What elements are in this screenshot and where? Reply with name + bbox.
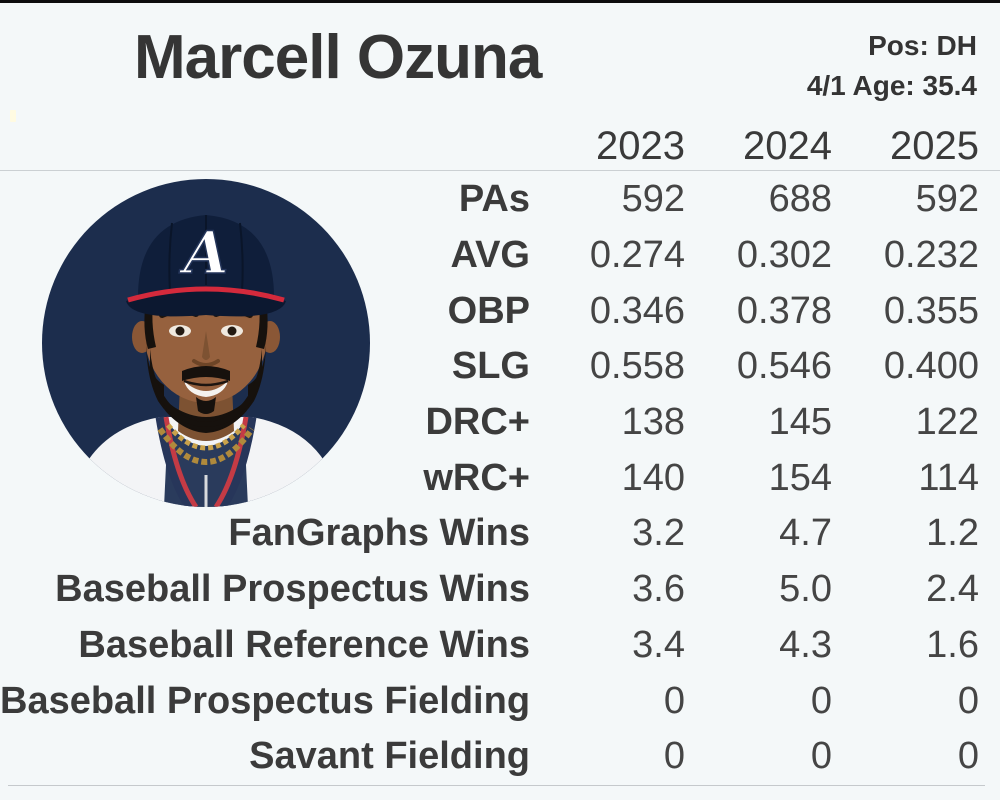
row-label: Baseball Reference Wins <box>78 623 530 666</box>
row-label: Baseball Prospectus Fielding <box>0 679 531 722</box>
year-header-row: 2023 2024 2025 <box>0 122 1000 170</box>
row-value-2024: 4.3 <box>779 623 832 666</box>
row-value-2025: 0 <box>957 735 979 778</box>
row-value-2025: 122 <box>915 401 979 444</box>
row-value-2025: 0.355 <box>883 289 979 332</box>
table-row-bp-wins: Baseball Prospectus Wins 3.6 5.0 2.4 <box>0 562 1000 618</box>
beard <box>146 339 266 433</box>
row-value-2023: 592 <box>621 178 685 221</box>
gold-chain <box>157 423 255 465</box>
header-divider <box>0 170 1000 171</box>
row-value-2024: 0.302 <box>736 234 832 277</box>
age-label: 4/1 Age: 35.4 <box>806 70 977 101</box>
row-label: OBP <box>447 289 530 332</box>
row-value-2024: 5.0 <box>779 568 832 611</box>
table-row-avg: AVG 0.274 0.302 0.232 <box>0 228 1000 284</box>
row-label: Baseball Prospectus Wins <box>55 568 530 611</box>
row-value-2023: 140 <box>621 456 685 499</box>
row-value-2024: 0.546 <box>736 345 832 388</box>
row-value-2023: 3.6 <box>632 568 685 611</box>
row-value-2023: 138 <box>621 401 685 444</box>
row-label: PAs <box>458 178 530 221</box>
row-label: DRC+ <box>425 401 530 444</box>
row-value-2025: 2.4 <box>926 568 979 611</box>
table-row-bbref-wins: Baseball Reference Wins 3.4 4.3 1.6 <box>0 618 1000 674</box>
row-value-2025: 1.6 <box>926 623 979 666</box>
player-headshot-image: A <box>42 179 370 507</box>
table-row-pas: PAs 592 688 592 <box>0 172 1000 228</box>
row-label: Savant Fielding <box>249 735 530 778</box>
footer-divider <box>8 785 985 786</box>
row-value-2025: 1.2 <box>926 512 979 555</box>
row-value-2023: 0.558 <box>589 345 685 388</box>
table-row-fangraphs-wins: FanGraphs Wins 3.2 4.7 1.2 <box>0 506 1000 562</box>
row-label: wRC+ <box>423 456 530 499</box>
year-header-2024: 2024 <box>743 123 832 168</box>
row-value-2023: 0.274 <box>589 234 685 277</box>
table-row-bp-fielding: Baseball Prospectus Fielding 0 0 0 <box>0 673 1000 729</box>
braves-a-logo-icon: A <box>178 219 228 287</box>
row-value-2023: 0.346 <box>589 289 685 332</box>
table-row-drc: DRC+ 138 145 122 <box>0 395 1000 451</box>
row-value-2024: 4.7 <box>779 512 832 555</box>
row-label: SLG <box>451 345 530 388</box>
top-border <box>0 0 1000 3</box>
row-value-2023: 3.4 <box>632 623 685 666</box>
row-value-2023: 0 <box>663 679 685 722</box>
row-value-2025: 0.400 <box>883 345 979 388</box>
row-value-2025: 0 <box>957 679 979 722</box>
table-row-obp: OBP 0.346 0.378 0.355 <box>0 283 1000 339</box>
player-meta: Pos: DH 4/1 Age: 35.4 <box>807 26 977 106</box>
stats-table: PAs 592 688 592 AVG 0.274 0.302 0.232 OB… <box>0 172 1000 785</box>
row-value-2024: 0.378 <box>736 289 832 332</box>
row-label: AVG <box>450 234 530 277</box>
row-value-2023: 0 <box>663 735 685 778</box>
page-title: Marcell Ozuna <box>134 23 542 92</box>
position-label: Pos: DH <box>868 30 977 61</box>
row-value-2024: 154 <box>768 456 832 499</box>
year-header-2023: 2023 <box>596 123 685 168</box>
braves-cap-icon: A <box>126 215 286 317</box>
stray-mark <box>10 110 16 122</box>
row-label: FanGraphs Wins <box>228 512 530 555</box>
row-value-2024: 145 <box>768 401 832 444</box>
table-row-slg: SLG 0.558 0.546 0.400 <box>0 339 1000 395</box>
row-value-2025: 592 <box>915 178 979 221</box>
table-row-savant-fielding: Savant Fielding 0 0 0 <box>0 729 1000 785</box>
row-value-2025: 0.232 <box>883 234 979 277</box>
row-value-2024: 0 <box>810 679 832 722</box>
row-value-2024: 0 <box>810 735 832 778</box>
table-row-wrc: wRC+ 140 154 114 <box>0 450 1000 506</box>
row-value-2024: 688 <box>768 178 832 221</box>
year-header-2025: 2025 <box>890 123 979 168</box>
row-value-2025: 114 <box>918 456 979 499</box>
player-headshot: A <box>42 179 370 507</box>
row-value-2023: 3.2 <box>632 512 685 555</box>
